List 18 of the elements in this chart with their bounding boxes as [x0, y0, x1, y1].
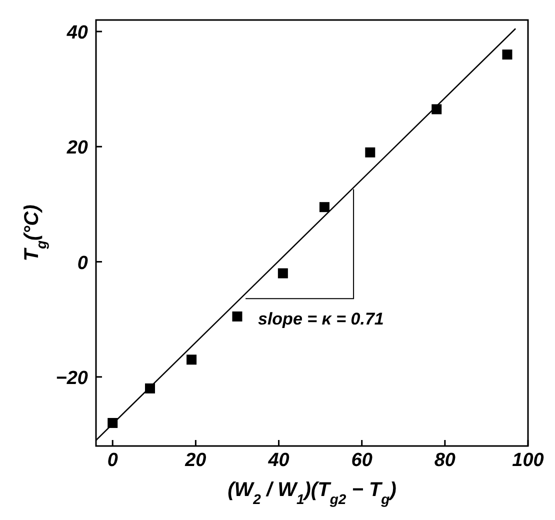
point — [232, 311, 242, 322]
x-tick-label: 40 — [267, 450, 290, 471]
x-tick-label: 20 — [184, 450, 207, 471]
annotation: slope = κ = 0.71 — [258, 310, 384, 329]
point — [502, 50, 512, 60]
text: (W$_{2}$ / W$_{1}$)(T$_{g2}$ − T$_{g}$) — [228, 479, 396, 507]
point — [186, 354, 197, 365]
x-tick-label: 0 — [107, 450, 118, 471]
point — [365, 147, 376, 158]
point — [319, 202, 330, 212]
x-tick-label: 60 — [351, 450, 373, 471]
y-tick-label: 0 — [77, 252, 88, 274]
y-tick-label: −20 — [56, 368, 88, 389]
y-tick-label: 20 — [66, 138, 88, 159]
point — [278, 268, 288, 278]
x-tick-label: 100 — [512, 450, 544, 471]
x-tick-label: 80 — [434, 450, 456, 471]
y-tick-label: 40 — [66, 22, 88, 44]
